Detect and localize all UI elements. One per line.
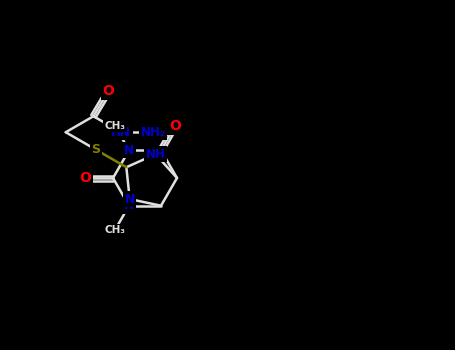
Text: N: N xyxy=(124,199,134,212)
Text: O: O xyxy=(79,171,91,185)
Text: NH: NH xyxy=(146,148,166,161)
Text: NH₂: NH₂ xyxy=(141,126,166,139)
Text: N: N xyxy=(125,193,135,205)
Text: O: O xyxy=(102,84,114,98)
Text: HN: HN xyxy=(111,126,131,139)
Text: S: S xyxy=(91,143,101,156)
Text: CH₃: CH₃ xyxy=(105,121,126,131)
Text: O: O xyxy=(169,119,181,133)
Text: CH₃: CH₃ xyxy=(105,225,126,235)
Text: N: N xyxy=(124,144,134,157)
